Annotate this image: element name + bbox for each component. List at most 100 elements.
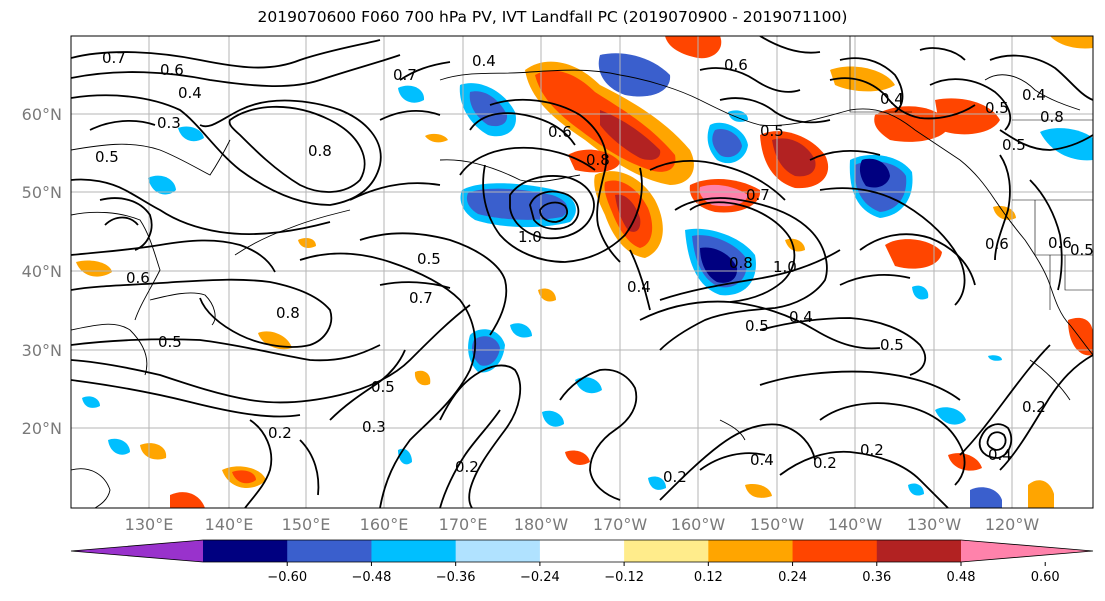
positive-anomaly <box>1050 36 1093 49</box>
contour-label: 0.4 <box>627 278 651 296</box>
colorbar-tick-label: −0.24 <box>520 570 560 585</box>
coastlines <box>71 69 1093 508</box>
contour-label: 0.7 <box>393 66 417 84</box>
negative-anomaly <box>728 110 748 122</box>
colorbar-tick-label: −0.36 <box>436 570 476 585</box>
contour-label: 0.4 <box>880 90 904 108</box>
contour-label: 0.5 <box>417 250 441 268</box>
contour-label: 0.5 <box>880 336 904 354</box>
colorbar-tick-label: −0.60 <box>267 570 307 585</box>
negative-anomaly <box>908 483 924 496</box>
negative-anomaly <box>1040 128 1093 161</box>
contour-label: 0.3 <box>157 114 181 132</box>
positive-anomaly <box>565 450 590 465</box>
negative-anomaly <box>472 336 500 366</box>
lon-label: 170°E <box>439 515 488 534</box>
positive-anomaly <box>538 288 556 302</box>
colorbar-tick-label: 0.12 <box>694 570 723 585</box>
map-area: 0.7 0.6 0.4 0.3 0.5 0.8 0.7 0.6 0.6 0.8 … <box>71 36 1093 508</box>
positive-anomaly <box>885 239 942 269</box>
colorbar-tick-label: −0.48 <box>352 570 392 585</box>
colorbar-swatch <box>455 540 541 562</box>
positive-anomaly <box>665 36 722 59</box>
contour-label: 1.0 <box>518 228 542 246</box>
negative-anomaly <box>398 85 425 103</box>
contour-label: 1.0 <box>773 258 797 276</box>
positive-anomaly <box>772 138 816 177</box>
colorbar-tick-label: 0.60 <box>1031 570 1060 585</box>
negative-anomaly <box>178 126 204 142</box>
colorbar-swatch <box>203 540 288 562</box>
lat-label: 40°N <box>22 262 62 281</box>
lon-label: 160°E <box>360 515 409 534</box>
positive-anomaly <box>935 98 1000 135</box>
contour-label: 0.7 <box>746 186 770 204</box>
colorbar-outline <box>70 539 1094 563</box>
shading-layer <box>76 36 1093 508</box>
contour-label: 0.5 <box>745 317 769 335</box>
contour-label: 0.4 <box>988 446 1012 464</box>
lon-label: 140°E <box>205 515 254 534</box>
contour-label: 0.6 <box>160 61 184 79</box>
contour-label: 0.2 <box>268 424 292 442</box>
contour-label: 0.8 <box>276 304 300 322</box>
positive-anomaly <box>298 238 316 248</box>
pv-contours <box>71 36 1093 508</box>
contour-label: 0.2 <box>1022 398 1046 416</box>
contour-label: 0.6 <box>1048 234 1072 252</box>
positive-anomaly <box>745 484 772 498</box>
colorbar-tick-label: −0.12 <box>604 570 644 585</box>
contour-label: 0.2 <box>663 468 687 486</box>
contour-label: 0.5 <box>760 122 784 140</box>
contour-label: 0.2 <box>813 454 837 472</box>
lon-label: 130°W <box>907 515 962 534</box>
contour-label: 0.4 <box>789 308 813 326</box>
colorbar-swatch <box>876 540 962 562</box>
colorbar-extend-min <box>71 540 203 562</box>
lon-label: 150°W <box>750 515 805 534</box>
borders <box>849 36 1093 310</box>
lat-label: 30°N <box>22 341 62 360</box>
colorbar-swatch <box>792 540 878 562</box>
positive-anomaly <box>232 470 256 484</box>
positive-anomaly <box>830 66 895 92</box>
lon-label: 180°W <box>514 515 569 534</box>
contour-label: 0.4 <box>472 52 496 70</box>
negative-anomaly <box>398 448 412 465</box>
positive-anomaly <box>1028 480 1054 508</box>
positive-anomaly <box>258 331 292 350</box>
negative-anomaly <box>970 487 1002 508</box>
negative-anomaly <box>82 396 100 408</box>
positive-anomaly <box>600 110 661 160</box>
contour-label: 0.7 <box>102 49 126 67</box>
colorbar-swatch <box>539 540 625 562</box>
latitude-labels: 60°N 50°N 40°N 30°N 20°N <box>22 105 62 438</box>
negative-anomaly <box>148 175 176 195</box>
contour-label: 0.5 <box>158 333 182 351</box>
negative-anomaly <box>712 128 742 158</box>
colorbar-extend-max <box>961 540 1093 562</box>
contour-label: 0.4 <box>750 451 774 469</box>
negative-anomaly <box>469 91 508 127</box>
contour-label: 0.5 <box>371 378 395 396</box>
longitude-labels: 130°E 140°E 150°E 160°E 170°E 180°W 170°… <box>125 515 1040 534</box>
negative-anomaly <box>935 407 966 425</box>
contour-label: 0.8 <box>729 254 753 272</box>
map-title: 2019070600 F060 700 hPa PV, IVT Landfall… <box>257 8 848 26</box>
lon-label: 120°W <box>985 515 1040 534</box>
negative-anomaly <box>648 476 666 490</box>
colorbar-tick-label: 0.36 <box>862 570 891 585</box>
positive-anomaly <box>568 149 620 173</box>
positive-anomaly <box>615 194 641 232</box>
positive-anomaly <box>785 238 805 252</box>
contour-label: 0.6 <box>724 56 748 74</box>
negative-anomaly <box>108 438 130 455</box>
contour-label: 0.8 <box>1040 108 1064 126</box>
contour-label: 0.5 <box>985 99 1009 117</box>
negative-anomaly <box>988 355 1002 361</box>
negative-anomaly <box>700 247 738 283</box>
negative-anomaly <box>912 285 929 300</box>
contour-label: 0.8 <box>308 142 332 160</box>
lon-label: 160°W <box>671 515 726 534</box>
contour-label: 0.6 <box>126 269 150 287</box>
